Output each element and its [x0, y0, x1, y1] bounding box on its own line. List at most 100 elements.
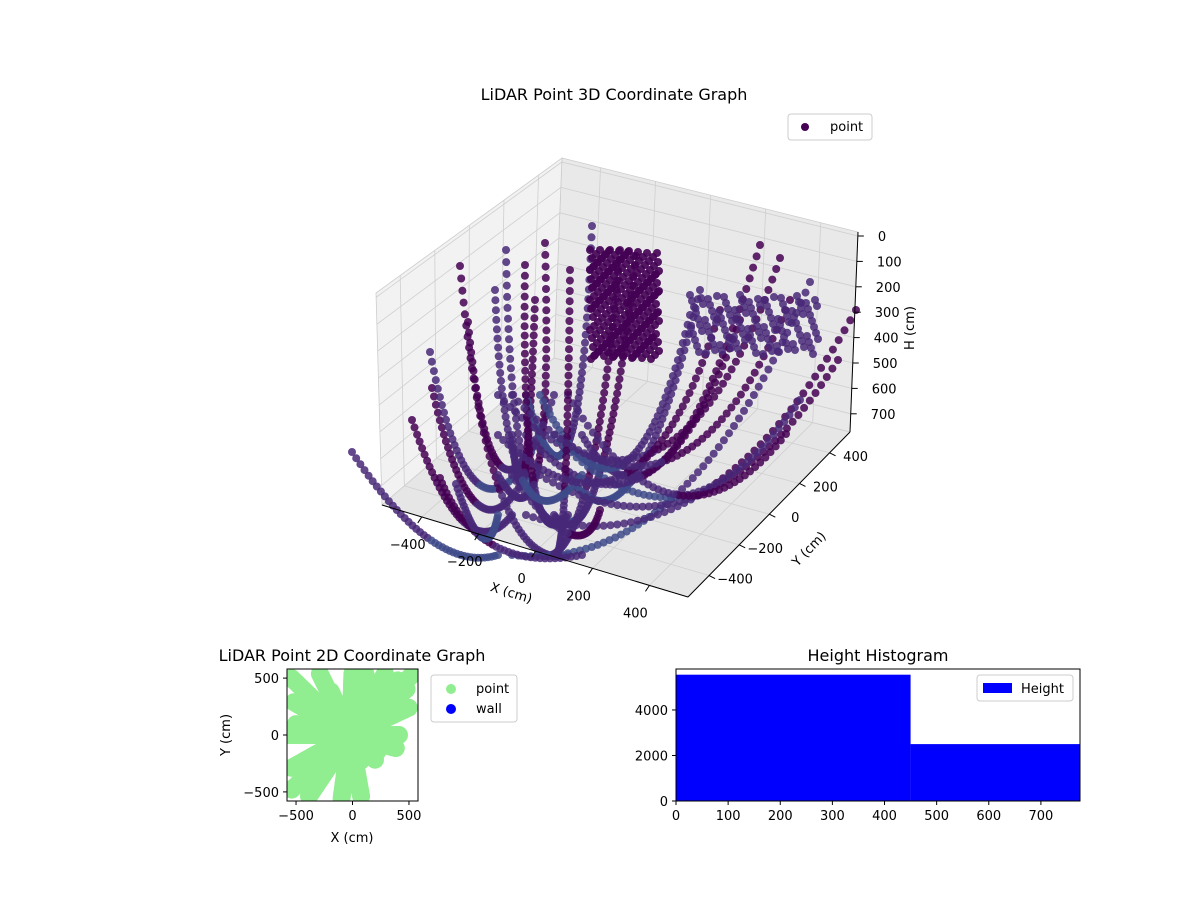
- cloud-point: [640, 514, 649, 523]
- y-axis-line: [687, 431, 851, 598]
- cloud-point: [583, 421, 592, 430]
- cloud-point: [609, 409, 618, 418]
- cloud-point: [683, 479, 692, 488]
- cloud-point: [654, 338, 662, 346]
- cloud-point: [564, 363, 573, 371]
- x-tick-mark-3d: [531, 550, 537, 558]
- cloud-point: [465, 343, 474, 352]
- cloud-point: [463, 332, 472, 341]
- cloud-point: [562, 446, 571, 455]
- cloud-point: [634, 248, 642, 256]
- cloud-point: [496, 369, 505, 377]
- cloud-point: [682, 395, 691, 404]
- cloud-point: [504, 440, 513, 449]
- cloud-point: [616, 367, 625, 376]
- cloud-point: [524, 439, 533, 448]
- cloud-point: [784, 345, 792, 353]
- cloud-point: [752, 349, 760, 357]
- cloud-point: [492, 325, 501, 334]
- cloud-point: [502, 258, 511, 267]
- y-tick-label-3d: −200: [747, 542, 783, 557]
- legend-3d-marker: [801, 123, 809, 131]
- legend-hist-swatch: [983, 683, 1012, 693]
- z-grid-line: [561, 161, 858, 237]
- z-axis-line: [849, 231, 859, 433]
- cloud-point: [462, 321, 471, 330]
- cloud-point: [542, 306, 551, 315]
- cloud-point: [606, 521, 615, 530]
- cloud-point: [521, 366, 530, 375]
- cloud-point: [504, 325, 513, 334]
- cloud-point: [502, 270, 511, 278]
- cloud-point: [539, 397, 548, 406]
- cloud-point: [723, 372, 732, 381]
- legend-3d-frame: [787, 113, 873, 141]
- cloud-point: [718, 362, 727, 371]
- cloud-point: [556, 435, 565, 443]
- cloud-point: [497, 376, 505, 385]
- cloud-point: [806, 278, 814, 286]
- cloud-point: [565, 297, 574, 306]
- cloud-point: [666, 379, 675, 388]
- cloud-point: [479, 428, 488, 437]
- cloud-point: [429, 367, 438, 376]
- cloud-point: [415, 437, 424, 446]
- cloud-point: [709, 449, 718, 458]
- cloud-point: [587, 233, 596, 242]
- cloud-point: [520, 340, 529, 349]
- cloud-point: [660, 508, 669, 517]
- cloud-point: [514, 397, 523, 406]
- cloud-point: [719, 436, 728, 445]
- x-tick-label-3d: 0: [517, 572, 525, 587]
- cloud-point: [579, 354, 588, 363]
- cloud-point: [768, 275, 777, 284]
- cloud-point: [520, 271, 529, 280]
- cloud-point: [471, 384, 480, 393]
- scatter-2d-point: [287, 669, 301, 688]
- hist-x-tick-label: 200: [768, 809, 793, 824]
- scatter-2d-point: [365, 730, 384, 749]
- cloud-point: [520, 349, 529, 358]
- cloud-point: [446, 429, 455, 438]
- x-axis-label-2d: X (cm): [331, 831, 374, 846]
- cloud-point: [696, 286, 704, 294]
- cloud-point: [530, 322, 538, 331]
- cloud-point: [663, 386, 672, 395]
- scatter-2d-points: [287, 669, 418, 801]
- cloud-point: [542, 404, 551, 412]
- cloud-point: [431, 376, 440, 385]
- cloud-point: [457, 274, 466, 283]
- x-tick-label-2d: 500: [397, 809, 422, 824]
- legend-2d-marker-wall: [446, 704, 456, 714]
- cloud-point: [565, 336, 574, 344]
- cloud-point: [459, 298, 468, 307]
- cloud-point: [609, 452, 617, 461]
- scatter-2d-point: [356, 669, 375, 683]
- cloud-point: [611, 396, 620, 405]
- legend-3d-label-point: point: [830, 120, 863, 135]
- legend-2d-label-wall: wall: [476, 702, 502, 717]
- hist-x-tick-label: 500: [924, 809, 949, 824]
- cloud-point: [562, 433, 571, 442]
- cloud-point: [530, 314, 539, 323]
- cloud-point: [503, 292, 512, 301]
- cloud-point: [494, 471, 502, 479]
- cloud-point: [494, 511, 502, 519]
- cloud-point: [440, 408, 448, 417]
- z-tick-label-3d: 400: [874, 332, 899, 347]
- z-tick-label-3d: 200: [876, 281, 901, 296]
- cloud-point: [529, 339, 538, 348]
- cloud-point: [613, 520, 622, 529]
- cloud-point: [722, 409, 731, 418]
- cloud-point: [722, 353, 730, 362]
- scatter-2d-point: [329, 700, 348, 719]
- cloud-point: [491, 286, 499, 294]
- cloud-point: [564, 371, 573, 380]
- cloud-point: [485, 452, 494, 461]
- x-axis-line: [381, 504, 689, 598]
- cloud-point: [520, 403, 529, 412]
- scatter-2d-point: [352, 787, 371, 801]
- cloud-point: [580, 346, 589, 355]
- cloud-point: [655, 347, 663, 355]
- cloud-point: [565, 317, 574, 325]
